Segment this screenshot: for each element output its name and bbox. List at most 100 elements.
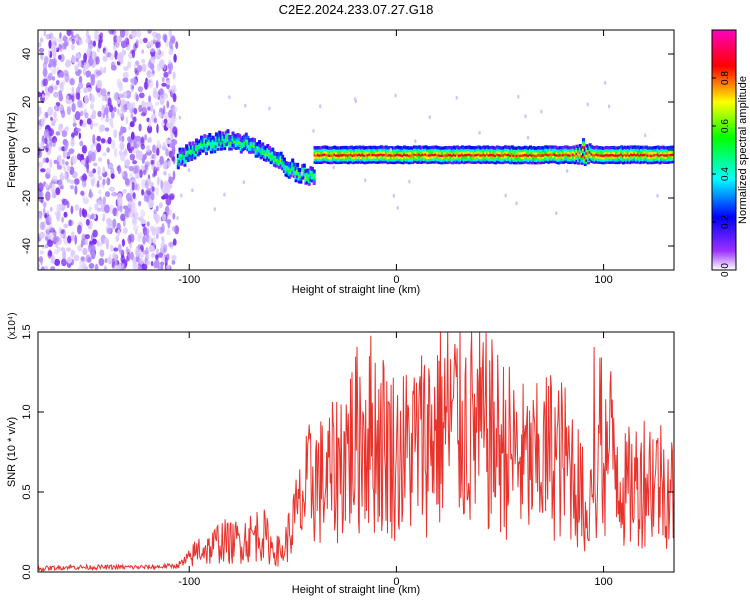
spectrogram-cell (485, 154, 489, 159)
spectrogram-cell (520, 156, 524, 160)
spectrogram-cell (229, 140, 233, 145)
spectrogram-cell (401, 149, 405, 153)
spectrogram-cell (394, 160, 398, 164)
spectrogram-noise-cell (52, 187, 55, 198)
spectrogram-cell (436, 155, 440, 159)
spectrogram-cell (249, 149, 253, 154)
spectrogram-cell (578, 151, 582, 155)
spectrogram-cell (320, 160, 324, 164)
spectrogram-cell (206, 140, 210, 145)
spectrogram-cell (307, 178, 311, 183)
spectrogram-cell (623, 152, 627, 157)
spectrogram-cell (467, 150, 471, 154)
spectrogram-cell (447, 160, 451, 164)
spectrogram-cell (538, 146, 542, 150)
spectrogram-cell (198, 148, 202, 152)
spectrogram-noise-cell (110, 139, 116, 150)
spectrogram-cell (239, 138, 243, 142)
spectrogram-cell (548, 157, 552, 161)
spectrogram-cell (211, 141, 215, 146)
spectrogram-cell (394, 158, 398, 162)
spectrogram-cell (580, 161, 584, 165)
spectrogram-cell (341, 145, 345, 150)
spectrogram-cell (565, 145, 569, 149)
spectrogram-cell (249, 146, 253, 151)
spectrogram-cell (218, 130, 222, 135)
spectrogram-cell (482, 159, 486, 164)
spectrogram-cell (320, 151, 324, 155)
spectrogram-cell (276, 163, 280, 168)
spectrogram-noise-cell (72, 122, 77, 127)
spectrogram-cell (379, 159, 383, 163)
spectrogram-noise-cell (91, 51, 96, 59)
spectrogram-cell (340, 160, 343, 164)
spectrogram-cell (645, 155, 648, 159)
spectrogram-cell (630, 150, 634, 154)
spectrogram-noise-cell (88, 57, 94, 66)
spectrogram-cell (236, 133, 240, 138)
spectrogram-cell (654, 148, 658, 152)
spectrogram-cell (452, 157, 456, 161)
spectrogram-cell (658, 151, 662, 155)
spectrogram-cell (348, 160, 352, 164)
spectrogram-cell (467, 157, 471, 161)
spectrogram-cell (364, 146, 368, 150)
spectrogram-cell (651, 156, 655, 160)
spectrogram-noise-cell (143, 101, 148, 108)
spectrogram-cell (389, 158, 393, 162)
spectrogram-cell (582, 152, 585, 156)
spectrogram-cell (449, 153, 453, 157)
spectrogram-cell (229, 143, 233, 148)
spectrogram-cell (333, 157, 337, 161)
spectrogram-cell (373, 152, 377, 157)
spectrogram-cell (299, 179, 303, 184)
spectrogram-cell (313, 150, 317, 155)
spectrogram-cell (185, 147, 189, 152)
spectrogram-noise-cell (58, 54, 62, 60)
spectrogram-cell (436, 153, 440, 157)
spectrogram-cell (325, 157, 329, 161)
spectrogram-cell (601, 156, 605, 160)
spectrogram-cell (406, 146, 410, 150)
spectrogram-noise-cell (110, 173, 115, 180)
spectrogram-cell (376, 155, 380, 159)
spectrogram-cell (371, 150, 375, 154)
spectrogram-cell (459, 160, 463, 164)
spectrogram-noise-cell (78, 132, 82, 140)
spectrogram-cell (219, 135, 223, 139)
spectrogram-cell (376, 146, 380, 150)
spectrogram-cell (432, 145, 436, 150)
spectrogram-cell (656, 145, 660, 149)
spectrogram-cell (648, 151, 652, 155)
spectrogram-cell (206, 137, 210, 142)
spectrogram-cell (472, 153, 476, 157)
spectrogram-cell (313, 160, 317, 164)
spectrogram-cell (401, 156, 405, 160)
spectrogram-noise-cell (48, 213, 53, 223)
spectrogram-cell (635, 153, 639, 157)
spectrogram-cell (183, 157, 187, 162)
spectrogram-cell (234, 140, 238, 145)
spectrogram-cell (547, 155, 551, 159)
spectrogram-cell (439, 153, 443, 158)
spectrogram-cell (490, 155, 494, 159)
spectrogram-cell (461, 150, 464, 154)
spectrogram-cell (608, 148, 612, 152)
spectrogram-cell (183, 154, 187, 159)
spectrogram-cell (666, 155, 670, 160)
spectrogram-cell (578, 156, 582, 160)
spectrogram-cell (393, 160, 397, 165)
spectrogram-cell (653, 146, 657, 150)
spectrogram-cell (550, 155, 554, 159)
spectrogram-cell (603, 156, 607, 160)
spectrogram-cell (568, 146, 572, 150)
spectrogram-cell (598, 158, 602, 162)
spectrogram-cell (661, 145, 665, 149)
spectrogram-cell (274, 163, 278, 168)
spectrogram-noise-cell (123, 66, 129, 71)
spectrogram-cell (406, 148, 410, 152)
spectrogram-cell (666, 151, 670, 155)
spectrogram-cell (214, 135, 218, 140)
spectrogram-cell (441, 146, 445, 150)
